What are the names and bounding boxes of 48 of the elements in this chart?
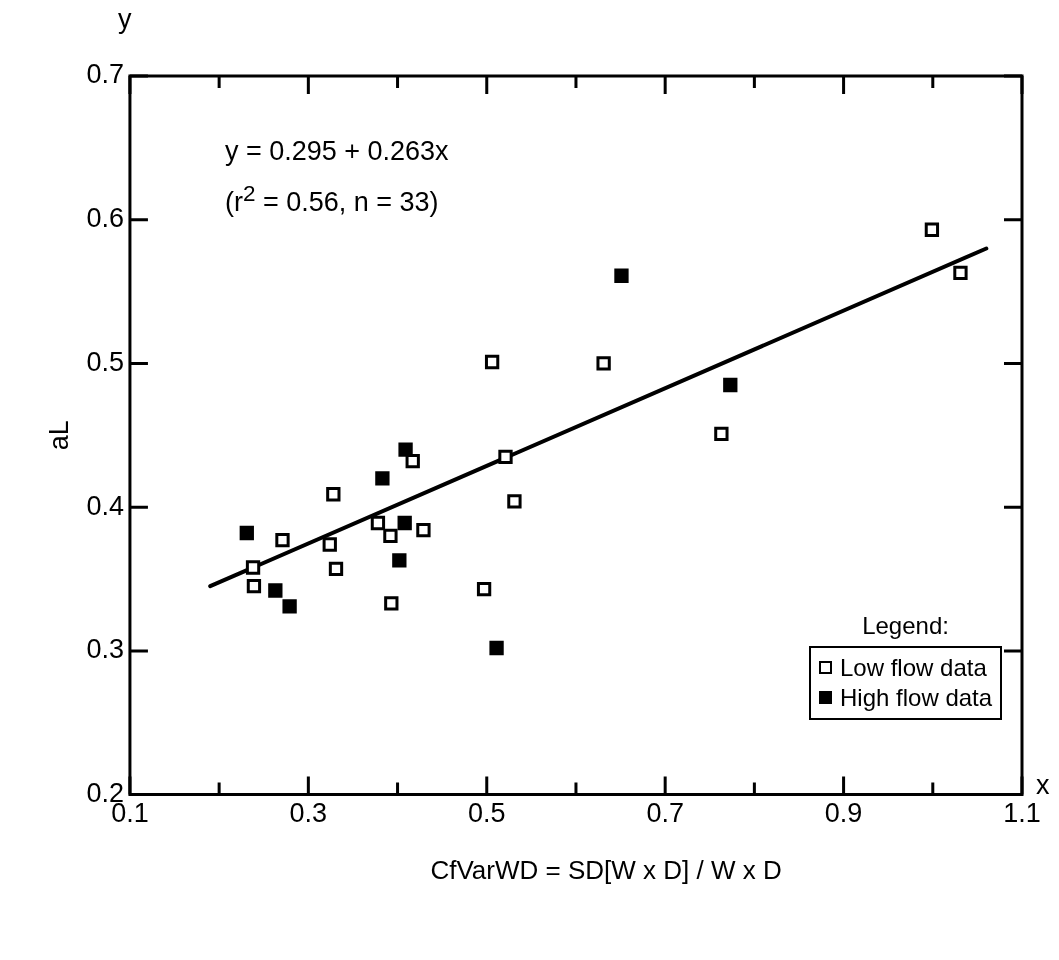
point — [282, 599, 297, 614]
point — [383, 528, 398, 544]
legend-label: High flow data — [840, 683, 993, 712]
point — [275, 533, 290, 548]
point — [239, 525, 254, 541]
text: x — [1036, 769, 1050, 801]
point — [507, 494, 522, 509]
x-tick-label: 0.9 — [824, 798, 863, 829]
point — [924, 222, 940, 237]
x-axis-title: CfVarWD = SD[W x D] / W x D — [430, 854, 782, 886]
point — [397, 515, 412, 531]
annotation: y = 0.295 + 0.263x — [224, 136, 449, 167]
point — [723, 377, 738, 393]
point — [392, 553, 407, 568]
point — [326, 487, 341, 502]
x-tick-label: 0.7 — [646, 798, 684, 829]
point — [476, 581, 492, 597]
x-tick-label: 0.5 — [467, 798, 506, 829]
point — [416, 523, 431, 538]
point — [498, 449, 513, 465]
point — [398, 442, 413, 457]
point — [405, 454, 420, 469]
y-tick-label: 0.3 — [86, 634, 124, 665]
point — [489, 640, 504, 656]
point — [245, 560, 261, 575]
point — [953, 265, 968, 281]
point — [246, 579, 262, 594]
point — [322, 537, 337, 552]
y-axis-title: aL — [43, 420, 74, 451]
annotation: (r$^{2}$ = 0.56, n = 33) — [224, 181, 439, 218]
x-tick-label: 1.1 — [1003, 798, 1041, 829]
point — [375, 471, 390, 486]
point — [484, 354, 500, 370]
point — [370, 515, 386, 531]
y-tick-label: 0.5 — [86, 346, 124, 377]
point — [384, 596, 399, 611]
y-tick-label: 0.4 — [86, 490, 124, 521]
point — [596, 356, 611, 371]
point — [714, 426, 729, 442]
point — [268, 583, 283, 598]
y-tick-label: 0.6 — [86, 203, 124, 234]
y-tick-label: 0.7 — [86, 59, 124, 90]
text: y — [117, 4, 132, 35]
legend-title: Legend: — [861, 611, 950, 640]
point — [614, 268, 629, 283]
x-tick-label: 0.3 — [289, 798, 328, 829]
legend-label: Low flow data — [840, 653, 987, 682]
point — [328, 561, 344, 577]
